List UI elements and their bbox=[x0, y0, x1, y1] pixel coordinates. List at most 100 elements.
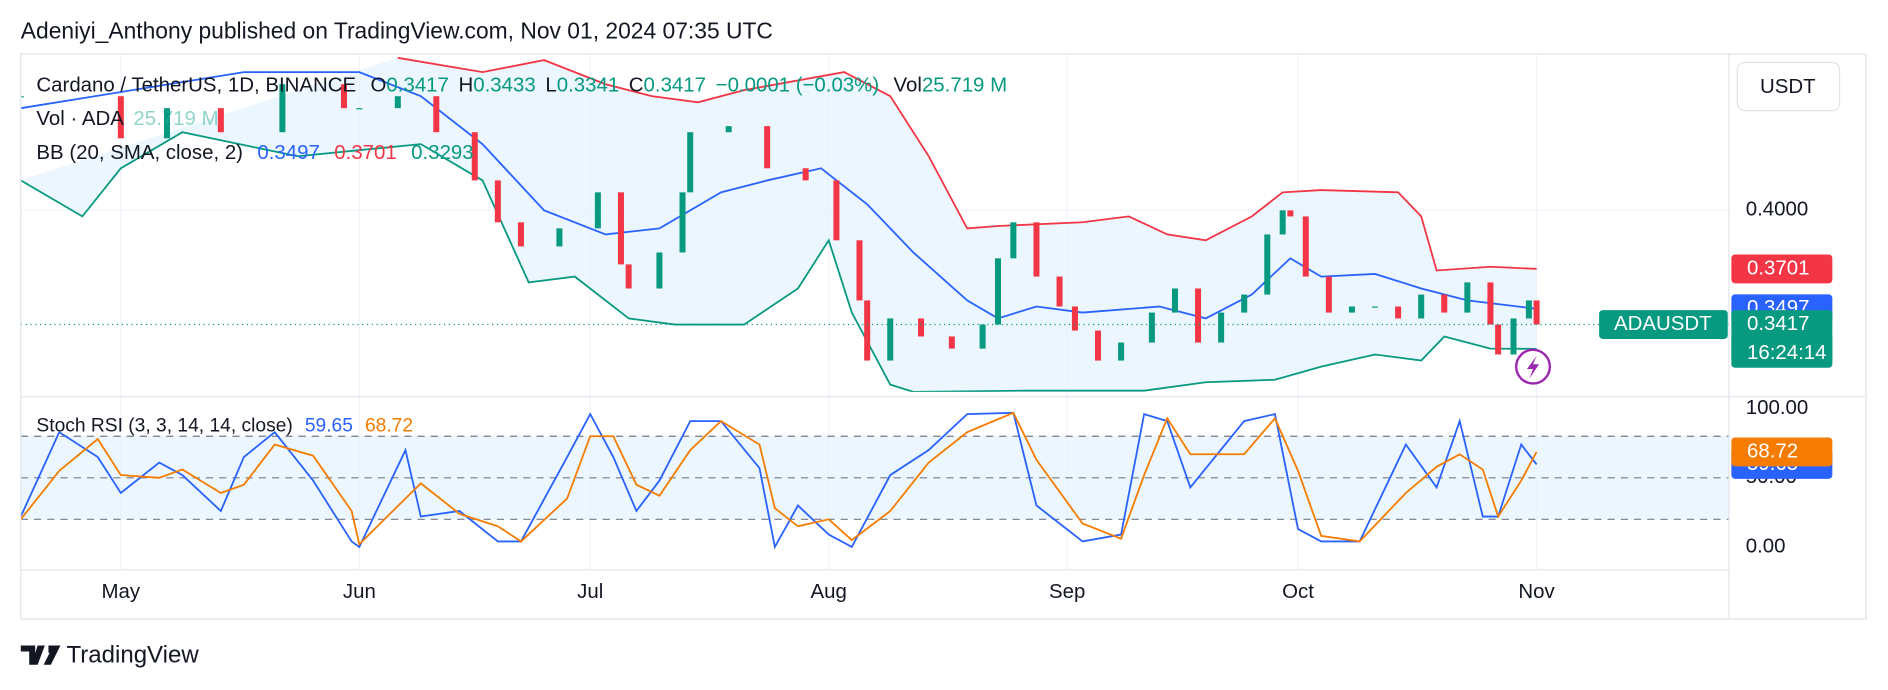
x-tick-label: Aug bbox=[811, 581, 847, 603]
candle bbox=[1464, 282, 1471, 313]
legend-row: Vol · ADA 25.719 M bbox=[36, 109, 218, 131]
candle bbox=[494, 180, 501, 223]
x-tick-label: Jun bbox=[343, 581, 376, 603]
candle bbox=[833, 180, 840, 241]
candle bbox=[864, 300, 871, 361]
axes: MayJunJulAugSepOctNov0.40000.0050.00100.… bbox=[20, 53, 1867, 620]
candle bbox=[656, 252, 663, 289]
published-line: Adeniyi_Anthony published on TradingView… bbox=[21, 17, 773, 43]
brand-name: TradingView bbox=[66, 642, 199, 669]
price-pane bbox=[20, 56, 1729, 392]
currency-label[interactable]: USDT bbox=[1760, 76, 1816, 98]
candle bbox=[1348, 306, 1355, 313]
candle bbox=[918, 318, 925, 337]
legend-row: Cardano / TetherUS, 1D, BINANCE O0.3417 H0… bbox=[36, 75, 1007, 97]
bb-value: 0.3293 bbox=[411, 142, 473, 164]
candle bbox=[1033, 222, 1040, 277]
price-badge bbox=[1731, 254, 1833, 284]
candle bbox=[433, 96, 440, 133]
candle bbox=[556, 228, 563, 247]
y-tick-label: 0.4000 bbox=[1746, 199, 1808, 221]
legend-row: Stoch RSI (3, 3, 14, 14, close) 59.65 68.7… bbox=[36, 416, 413, 437]
y-tick-label: 100.00 bbox=[1746, 397, 1808, 419]
vol-value: 25.719 M bbox=[133, 109, 218, 131]
stoch-pane bbox=[20, 411, 1729, 550]
last-price-label: 0.3417 bbox=[1747, 313, 1809, 335]
stoch-value: 59.65 bbox=[305, 416, 353, 437]
candle bbox=[1241, 294, 1248, 313]
legend-row: BB (20, SMA, close, 2) 0.3497 0.3701 0.3293 bbox=[36, 142, 473, 164]
change: −0.0001 (−0.03%) bbox=[716, 75, 880, 97]
candle bbox=[1171, 288, 1178, 313]
ohlc-value: 0.3341 bbox=[557, 75, 619, 97]
vol-study: Vol · ADA bbox=[36, 109, 124, 131]
candle bbox=[725, 126, 732, 133]
bb-value: 0.3701 bbox=[334, 142, 396, 164]
alert-bolt bbox=[1527, 355, 1540, 379]
candle bbox=[340, 84, 347, 109]
candle bbox=[1533, 300, 1540, 325]
stoch-badge-label: 68.72 bbox=[1747, 440, 1798, 462]
countdown: 16:24:14 bbox=[1747, 342, 1827, 364]
candle bbox=[994, 258, 1001, 325]
ohlc-label: O bbox=[371, 75, 387, 97]
candle bbox=[1418, 294, 1425, 319]
candle bbox=[1148, 312, 1155, 343]
ohlc-label: C bbox=[629, 75, 644, 97]
ohlc-value: 0.3417 bbox=[644, 75, 706, 97]
candle bbox=[679, 192, 686, 253]
candle bbox=[1441, 294, 1448, 313]
candle bbox=[617, 192, 624, 265]
band-line bbox=[397, 56, 1537, 272]
candle bbox=[163, 108, 170, 139]
bb-study: BB (20, SMA, close, 2) bbox=[36, 142, 243, 164]
x-tick-label: Sep bbox=[1049, 581, 1085, 603]
ohlc-value: 0.3417 bbox=[386, 75, 448, 97]
candle bbox=[20, 96, 24, 98]
x-tick-label: Nov bbox=[1518, 581, 1555, 603]
candle bbox=[1095, 330, 1102, 361]
candle bbox=[1487, 282, 1494, 325]
candle bbox=[1118, 342, 1125, 361]
brand-logo bbox=[20, 645, 61, 665]
candle bbox=[1495, 324, 1502, 355]
ohlc-label: L bbox=[545, 75, 556, 97]
band-line bbox=[20, 71, 1537, 320]
candle bbox=[802, 168, 809, 181]
candle bbox=[1325, 276, 1332, 313]
candle bbox=[1195, 288, 1202, 343]
stoch-badge bbox=[1731, 437, 1833, 467]
currency-button[interactable] bbox=[1736, 61, 1841, 112]
candle bbox=[217, 108, 224, 133]
vol-label: Vol bbox=[894, 75, 922, 97]
candle bbox=[1279, 210, 1286, 235]
last-price-badge bbox=[1731, 310, 1833, 368]
candle bbox=[625, 264, 632, 289]
candle bbox=[948, 336, 955, 349]
candle bbox=[594, 192, 601, 229]
candle bbox=[356, 108, 363, 110]
stoch-value: 68.72 bbox=[365, 416, 413, 437]
ohlc-label: H bbox=[459, 75, 474, 97]
vol-value: 25.719 M bbox=[922, 75, 1007, 97]
candle bbox=[471, 132, 478, 181]
candle bbox=[117, 96, 124, 139]
candle bbox=[1525, 300, 1532, 319]
candle bbox=[1010, 222, 1017, 259]
candle bbox=[687, 132, 694, 193]
ticker-label: ADAUSDT bbox=[1614, 313, 1712, 335]
candle bbox=[1056, 276, 1063, 307]
x-tick-label: Jul bbox=[577, 581, 603, 603]
badges: 0.37010.34970.3293ADAUSDT0.341716:24:145… bbox=[1599, 254, 1833, 479]
candle bbox=[856, 240, 863, 301]
candle bbox=[1287, 210, 1294, 217]
candle bbox=[764, 126, 771, 169]
bb-value: 0.3497 bbox=[257, 142, 319, 164]
candle bbox=[1071, 306, 1078, 331]
candle bbox=[1372, 306, 1379, 308]
x-tick-label: May bbox=[102, 581, 141, 603]
band-line bbox=[20, 131, 1537, 392]
x-tick-label: Oct bbox=[1282, 581, 1314, 603]
